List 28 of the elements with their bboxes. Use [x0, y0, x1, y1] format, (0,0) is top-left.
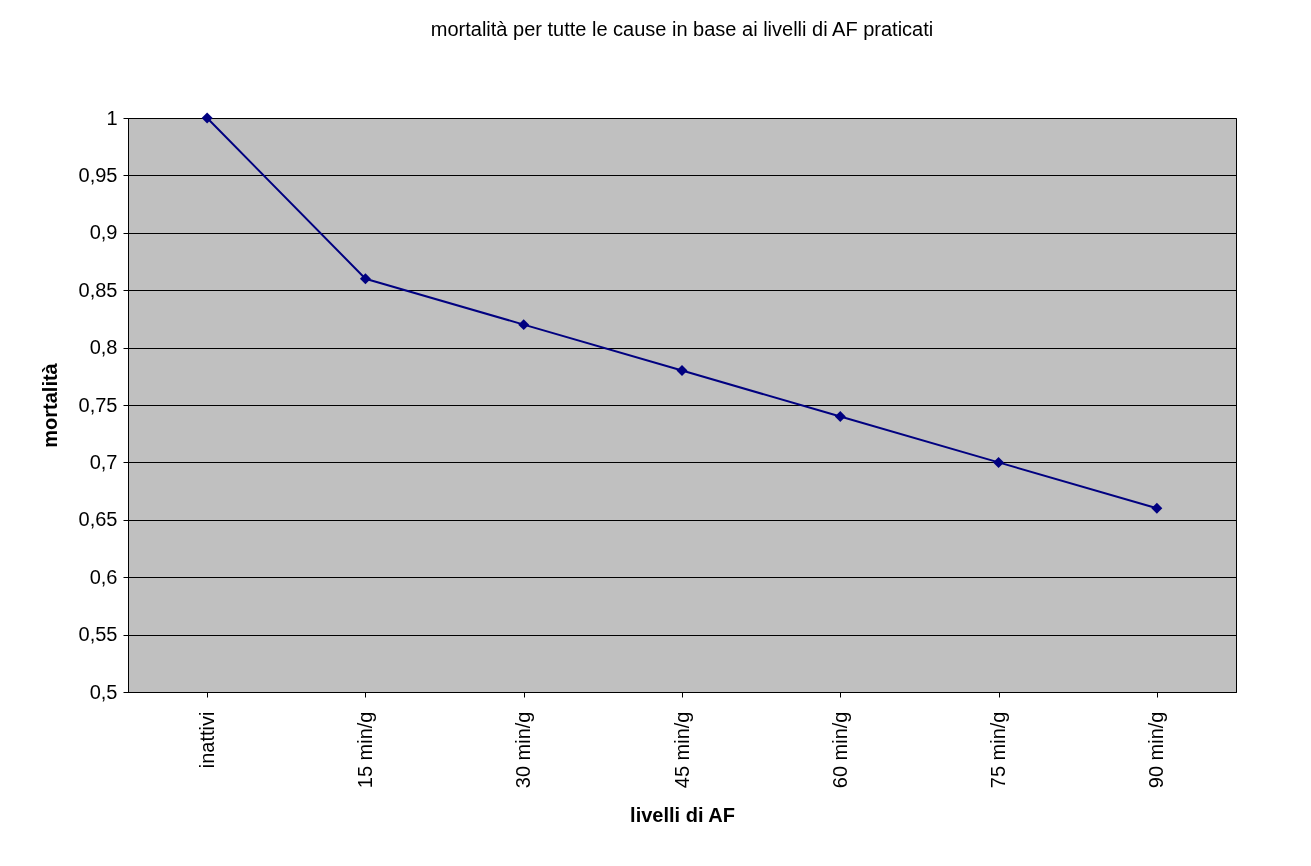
y-tick-label: 0,5 [89, 680, 118, 703]
y-tick-label: 0,7 [89, 450, 118, 473]
x-axis-title: livelli di AF [630, 804, 735, 827]
x-tick-label: 15 min/g [353, 711, 376, 789]
chart-title: mortalità per tutte le cause in base ai livelli di AF praticati [430, 18, 934, 40]
x-tick-label: 30 min/g [512, 711, 535, 789]
point [359, 273, 371, 285]
x-tick-label: 90 min/g [1145, 711, 1168, 789]
y-tick-label: 0,85 [78, 278, 118, 301]
y-axis-title: mortalità [38, 362, 61, 448]
x-tick-label: inattivi [195, 711, 218, 769]
y-tick-label: 0,55 [78, 623, 118, 646]
point [676, 365, 688, 377]
y-tick-label: 0,6 [89, 565, 118, 588]
point [201, 112, 213, 124]
x-tick-label: 60 min/g [828, 711, 851, 789]
y-tick-label: 0,65 [78, 508, 118, 531]
y-tick-label: 0,8 [89, 336, 118, 359]
point [518, 319, 530, 331]
point [834, 411, 846, 422]
y-tick-label: 1 [106, 106, 118, 129]
point [1151, 502, 1163, 514]
x-tick-label: 75 min/g [987, 711, 1010, 789]
point [993, 456, 1005, 468]
y-tick-label: 0,75 [78, 393, 118, 416]
y-tick-label: 0,9 [89, 221, 118, 244]
x-tick-label: 45 min/g [670, 711, 693, 789]
y-tick-label: 0,95 [78, 163, 118, 186]
